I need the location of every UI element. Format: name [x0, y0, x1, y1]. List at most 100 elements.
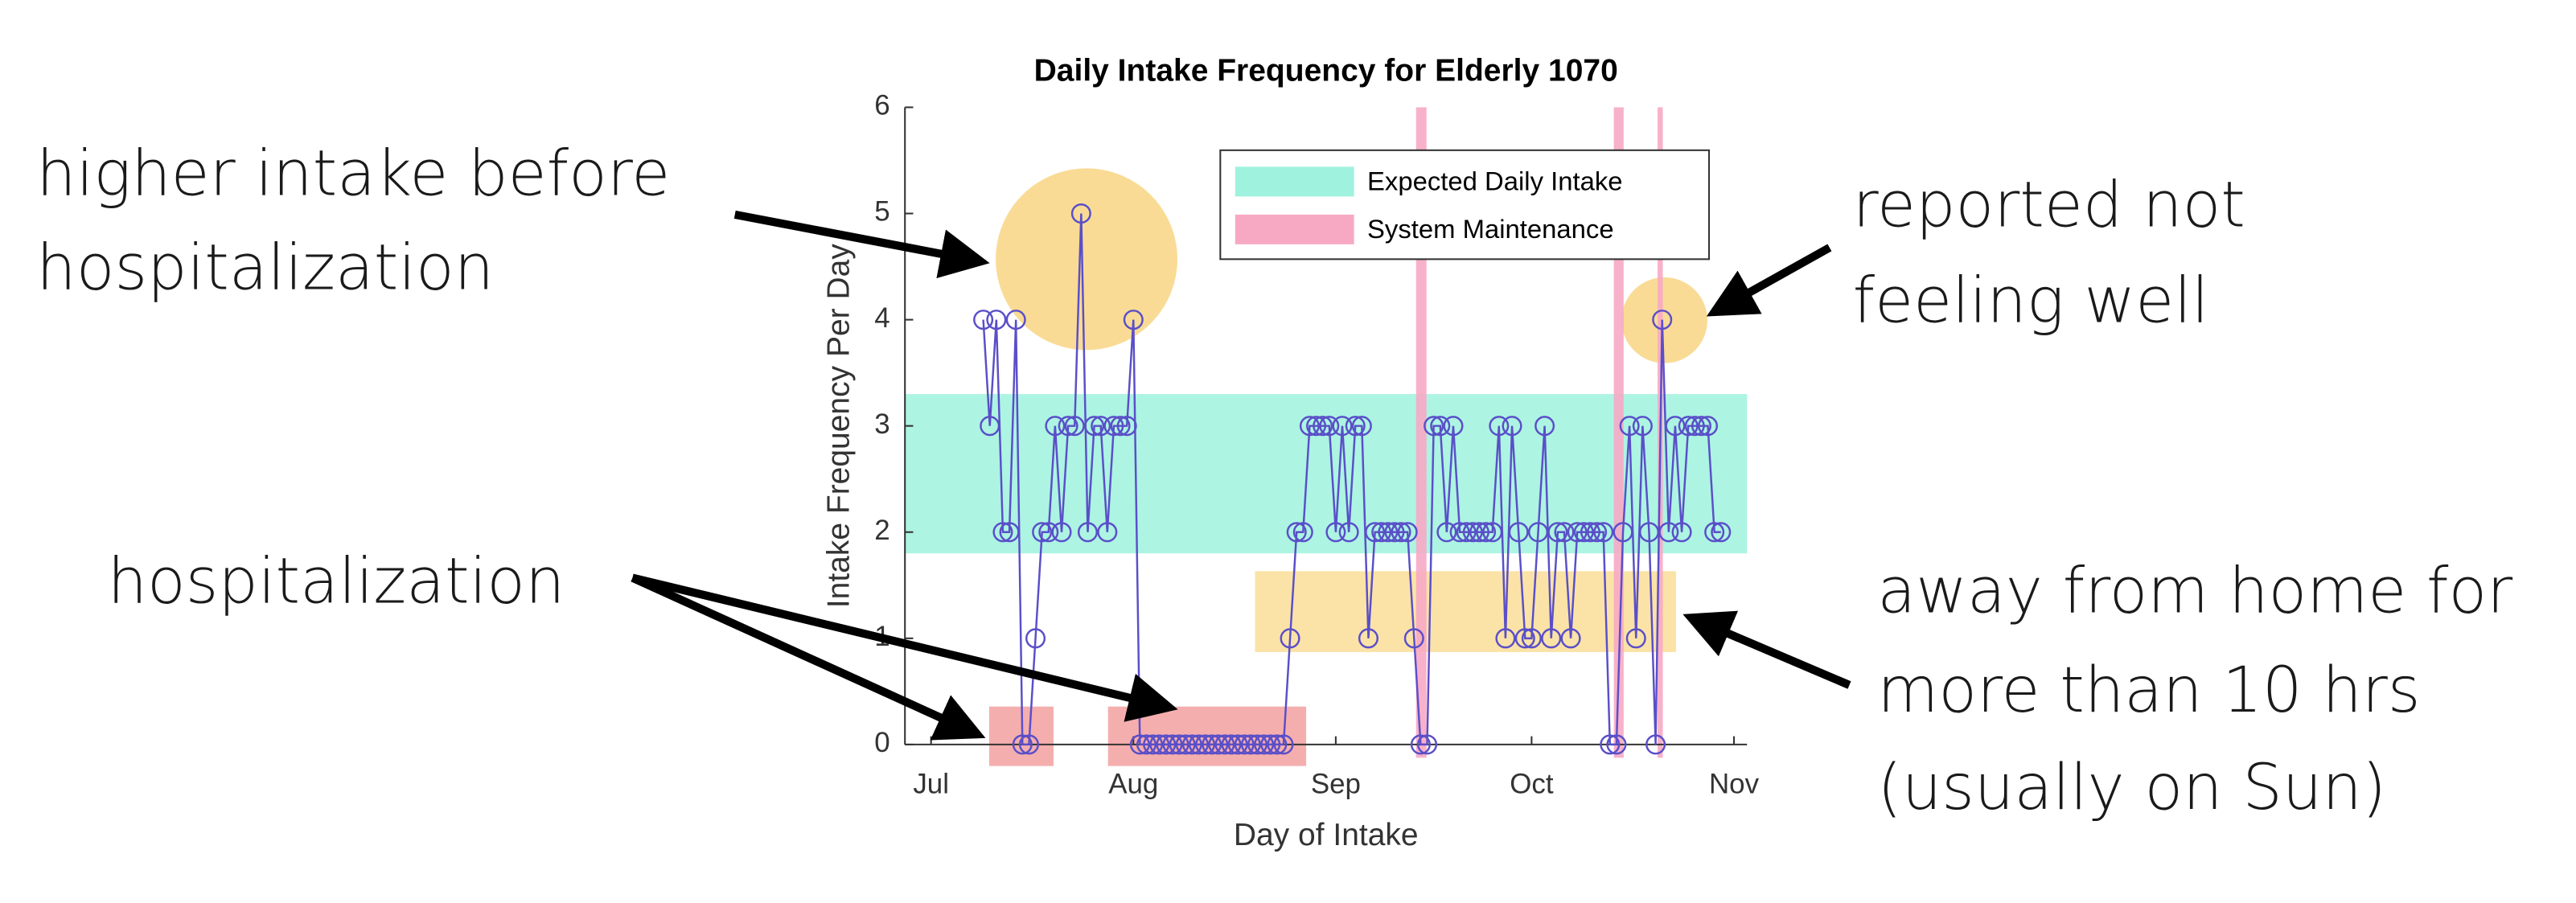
arrow — [631, 573, 986, 741]
marker — [1110, 416, 1131, 437]
marker — [1202, 734, 1222, 755]
marker — [1535, 416, 1555, 437]
marker — [1436, 522, 1457, 543]
marker — [1267, 734, 1288, 755]
x-tick-label: Sep — [1311, 768, 1361, 799]
marker — [1502, 416, 1522, 437]
marker — [1652, 310, 1673, 330]
marker — [1292, 522, 1313, 543]
marker — [1175, 734, 1196, 755]
marker — [1077, 522, 1098, 543]
y-axis-label: Intake Frequency Per Day — [821, 244, 856, 609]
marker — [1123, 310, 1144, 330]
marker — [1084, 416, 1105, 437]
marker — [1358, 628, 1379, 649]
annotation: reported not — [1853, 169, 2245, 241]
marker — [1619, 416, 1640, 437]
marker — [1169, 734, 1189, 755]
annotation: higher intake before — [36, 138, 670, 210]
line — [982, 213, 1721, 746]
x-axis-label: Day of Intake — [1234, 818, 1419, 852]
marker — [1254, 734, 1275, 755]
marker — [1645, 734, 1666, 755]
y-tick-label: 2 — [874, 515, 889, 546]
marker — [1018, 734, 1039, 755]
marker — [1319, 416, 1340, 437]
marker — [1704, 522, 1725, 543]
marker — [1547, 522, 1568, 543]
marker — [1162, 734, 1183, 755]
marker — [1136, 734, 1157, 755]
marker — [1045, 416, 1066, 437]
marker — [1606, 734, 1627, 755]
marker — [1443, 416, 1464, 437]
marker — [1508, 522, 1529, 543]
marker — [973, 310, 994, 330]
y-tick-label: 5 — [874, 196, 889, 228]
x-tick-label: Oct — [1510, 768, 1554, 799]
marker — [1489, 416, 1510, 437]
marker — [1495, 628, 1516, 649]
unwell-highlight — [1621, 277, 1707, 363]
chart-title: Daily Intake Frequency for Elderly 1070 — [1034, 54, 1618, 88]
legend-label: Expected Daily Intake — [1367, 166, 1623, 196]
marker — [1378, 522, 1399, 543]
marker — [1032, 522, 1053, 543]
marker — [1038, 522, 1059, 543]
marker — [1625, 628, 1646, 649]
legend: Expected Daily Intake System Maintenance — [1219, 149, 1711, 261]
marker — [1214, 734, 1235, 755]
marker — [1711, 522, 1732, 543]
marker — [1462, 522, 1483, 543]
marker — [999, 522, 1020, 543]
arrow — [1682, 610, 1851, 689]
marker — [1541, 628, 1562, 649]
annotation: hospitalization — [36, 232, 494, 304]
marker — [1514, 628, 1535, 649]
marker — [1527, 522, 1549, 543]
marker — [1384, 522, 1405, 543]
y-tick-label: 0 — [874, 727, 889, 758]
marker — [1299, 416, 1320, 437]
marker — [1476, 522, 1497, 543]
marker — [1482, 522, 1503, 543]
marker — [1012, 734, 1033, 755]
marker — [1332, 416, 1353, 437]
marker — [1638, 522, 1660, 543]
marker — [1424, 416, 1444, 437]
marker — [1587, 522, 1608, 543]
marker — [1070, 203, 1091, 224]
maintenance-bar — [1415, 107, 1427, 758]
annotations: higher intake before hospitalization hos… — [36, 138, 2512, 824]
marker — [1005, 310, 1026, 330]
marker — [1417, 734, 1438, 755]
annotation: feeling well — [1853, 265, 2209, 337]
marker — [1469, 522, 1489, 543]
arrow — [1706, 244, 1832, 317]
marker — [1600, 734, 1621, 755]
marker — [1397, 522, 1418, 543]
marker — [1567, 522, 1588, 543]
marker — [1240, 734, 1261, 755]
marker — [1280, 628, 1300, 649]
x-tick-label: Aug — [1108, 768, 1158, 799]
away-highlight — [1255, 571, 1676, 652]
marker — [1391, 522, 1411, 543]
marker — [1410, 734, 1431, 755]
x-tick-label: Nov — [1709, 768, 1760, 799]
legend-swatch — [1235, 166, 1354, 197]
marker — [1195, 734, 1216, 755]
legend-label: System Maintenance — [1367, 214, 1614, 244]
annotation: away from home for — [1877, 556, 2512, 628]
marker — [980, 416, 1000, 437]
marker — [1403, 628, 1424, 649]
marker — [1613, 522, 1633, 543]
marker — [1306, 416, 1327, 437]
marker — [1097, 522, 1118, 543]
marker — [1181, 734, 1202, 755]
marker — [1234, 734, 1255, 755]
plot — [973, 203, 1732, 755]
marker — [1286, 522, 1307, 543]
